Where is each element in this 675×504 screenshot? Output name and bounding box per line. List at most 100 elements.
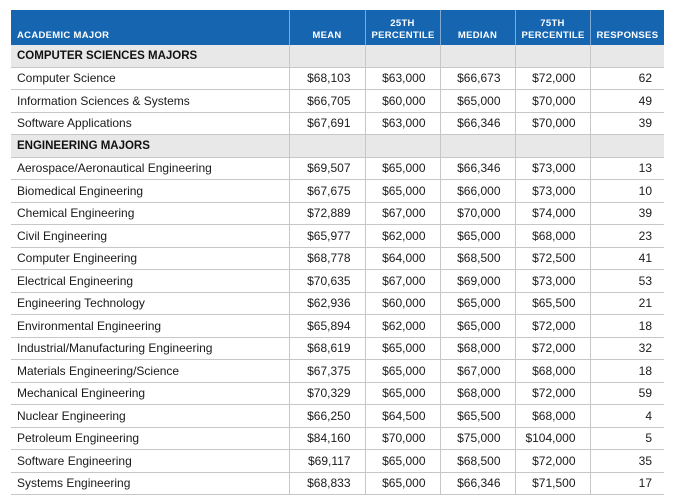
cell-mean: $65,894 (289, 314, 366, 338)
cell-major: Environmental Engineering (11, 314, 290, 338)
cell-major: Software Engineering (11, 449, 290, 473)
cell-major: Engineering Technology (11, 292, 290, 315)
cell-75th-percentile: $72,000 (515, 337, 591, 360)
cell-mean: $69,507 (289, 157, 366, 180)
cell-median: $68,500 (440, 247, 516, 270)
cell-25th-percentile: $64,000 (365, 247, 441, 270)
cell-major: Computer Engineering (11, 247, 290, 270)
cell-responses: 21 (590, 292, 664, 315)
cell-mean: $69,117 (289, 449, 366, 473)
cell-mean: $68,619 (289, 337, 366, 360)
cell-25th-percentile: $62,000 (365, 224, 441, 248)
section-title: COMPUTER SCIENCES MAJORS (11, 45, 290, 68)
cell-75th-percentile: $70,000 (515, 112, 591, 135)
cell-75th-percentile: $72,000 (515, 382, 591, 405)
cell-mean: $68,778 (289, 247, 366, 270)
table-row: Software Engineering $69,117 $65,000 $68,50… (11, 449, 664, 473)
cell-major: Information Sciences & Systems (11, 89, 290, 113)
cell-responses: 39 (590, 112, 664, 135)
table-row: Biomedical Engineering $67,675 $65,000 $66,… (11, 179, 664, 203)
cell-mean: $67,675 (289, 179, 366, 203)
cell-25th-percentile: $64,500 (365, 404, 441, 428)
cell-responses: 62 (590, 67, 664, 90)
cell-responses: 18 (590, 359, 664, 383)
cell-median: $66,000 (440, 179, 516, 203)
section-empty-cell (590, 45, 664, 68)
cell-75th-percentile: $72,000 (515, 314, 591, 338)
table-row: Computer Engineering $68,778 $64,000 $68,50… (11, 247, 664, 270)
cell-major: Systems Engineering (11, 472, 290, 495)
section-empty-cell (289, 45, 366, 68)
cell-median: $68,000 (440, 337, 516, 360)
cell-mean: $72,889 (289, 202, 366, 225)
cell-responses: 17 (590, 472, 664, 495)
cell-major: Chemical Engineering (11, 202, 290, 225)
cell-25th-percentile: $63,000 (365, 67, 441, 90)
cell-25th-percentile: $62,000 (365, 314, 441, 338)
section-header-row: COMPUTER SCIENCES MAJORS (11, 45, 664, 68)
cell-responses: 39 (590, 202, 664, 225)
header-75th-percentile: 75TH PERCENTILE (515, 10, 591, 45)
cell-25th-percentile: $65,000 (365, 179, 441, 203)
cell-75th-percentile: $73,000 (515, 157, 591, 180)
header-median: MEDIAN (440, 10, 516, 45)
table-header: ACADEMIC MAJOR MEAN 25TH PERCENTILE MEDIA… (11, 10, 664, 45)
cell-major: Computer Science (11, 67, 290, 90)
table-row: Information Sciences & Systems $66,705 $60… (11, 89, 664, 113)
cell-75th-percentile: $71,500 (515, 472, 591, 495)
table-row: Chemical Engineering $72,889 $67,000 $70,00… (11, 202, 664, 225)
cell-mean: $84,160 (289, 427, 366, 450)
table-row: Nuclear Engineering $66,250 $64,500 $65,500… (11, 404, 664, 428)
cell-mean: $65,977 (289, 224, 366, 248)
section-empty-cell (515, 134, 591, 158)
cell-75th-percentile: $74,000 (515, 202, 591, 225)
cell-responses: 10 (590, 179, 664, 203)
cell-median: $66,346 (440, 112, 516, 135)
cell-25th-percentile: $70,000 (365, 427, 441, 450)
cell-mean: $67,691 (289, 112, 366, 135)
cell-responses: 13 (590, 157, 664, 180)
section-empty-cell (365, 134, 441, 158)
cell-25th-percentile: $60,000 (365, 292, 441, 315)
cell-responses: 23 (590, 224, 664, 248)
cell-major: Civil Engineering (11, 224, 290, 248)
header-75th-line1: 75TH (540, 18, 565, 29)
cell-major: Nuclear Engineering (11, 404, 290, 428)
cell-25th-percentile: $65,000 (365, 337, 441, 360)
salary-table: ACADEMIC MAJOR MEAN 25TH PERCENTILE MEDIA… (11, 10, 664, 495)
table-row: Systems Engineering $68,833 $65,000 $66,346… (11, 472, 664, 495)
cell-mean: $67,375 (289, 359, 366, 383)
cell-75th-percentile: $68,000 (515, 404, 591, 428)
cell-75th-percentile: $104,000 (515, 427, 591, 450)
table-row: Materials Engineering/Science $67,375 $65,… (11, 359, 664, 383)
table-row: Civil Engineering $65,977 $62,000 $65,000 $6… (11, 224, 664, 248)
cell-major: Industrial/Manufacturing Engineering (11, 337, 290, 360)
cell-75th-percentile: $68,000 (515, 224, 591, 248)
header-academic-major: ACADEMIC MAJOR (11, 10, 290, 45)
table-row: Industrial/Manufacturing Engineering $68,… (11, 337, 664, 360)
cell-25th-percentile: $65,000 (365, 157, 441, 180)
cell-median: $65,000 (440, 224, 516, 248)
cell-responses: 32 (590, 337, 664, 360)
table-row: Aerospace/Aeronautical Engineering $69,50… (11, 157, 664, 180)
cell-responses: 4 (590, 404, 664, 428)
cell-median: $66,673 (440, 67, 516, 90)
cell-25th-percentile: $63,000 (365, 112, 441, 135)
cell-mean: $62,936 (289, 292, 366, 315)
cell-75th-percentile: $72,500 (515, 247, 591, 270)
table-row: Engineering Technology $62,936 $60,000 $65,… (11, 292, 664, 315)
cell-major: Biomedical Engineering (11, 179, 290, 203)
table-row: Environmental Engineering $65,894 $62,000 $… (11, 314, 664, 338)
table-row: Mechanical Engineering $70,329 $65,000 $68,… (11, 382, 664, 405)
cell-75th-percentile: $72,000 (515, 67, 591, 90)
cell-mean: $68,833 (289, 472, 366, 495)
cell-major: Electrical Engineering (11, 269, 290, 293)
cell-responses: 5 (590, 427, 664, 450)
cell-major: Software Applications (11, 112, 290, 135)
cell-mean: $70,635 (289, 269, 366, 293)
table-row: Electrical Engineering $70,635 $67,000 $69,… (11, 269, 664, 293)
cell-responses: 49 (590, 89, 664, 113)
cell-75th-percentile: $73,000 (515, 269, 591, 293)
cell-major: Aerospace/Aeronautical Engineering (11, 157, 290, 180)
